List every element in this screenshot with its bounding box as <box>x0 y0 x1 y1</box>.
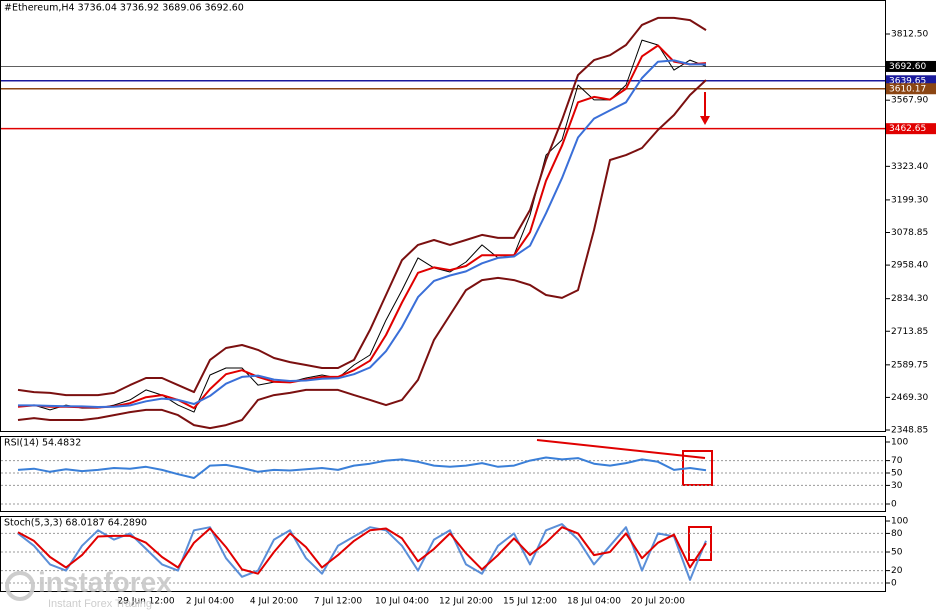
y-tick-label: 2348.85 <box>891 426 928 436</box>
chart-title: #Ethereum,H4 3736.04 3736.92 3689.06 369… <box>4 3 244 14</box>
x-tick-label: 20 Jul 20:00 <box>631 597 685 607</box>
level-label: 3639.65 <box>889 76 926 86</box>
x-tick-label: 18 Jul 04:00 <box>567 597 621 607</box>
y-tick-label: 2589.75 <box>891 360 928 370</box>
y-tick-label: 100 <box>891 438 908 448</box>
series-line <box>17 456 707 479</box>
logo <box>5 571 35 601</box>
y-tick-label: 3078.85 <box>891 228 928 238</box>
level-label: 3692.60 <box>889 62 926 72</box>
series-line <box>17 79 707 430</box>
y-tick-label: 100 <box>891 517 908 527</box>
level-tag <box>886 83 936 95</box>
series-line <box>17 16 707 397</box>
series-line <box>17 44 707 410</box>
y-tick-label: 2834.30 <box>891 294 928 304</box>
y-tick-label: 3812.50 <box>891 30 928 40</box>
y-tick-label: 80 <box>891 529 903 539</box>
y-tick-label: 2713.85 <box>891 327 928 337</box>
stoch-panel <box>0 516 886 592</box>
level-label: 3610.17 <box>889 84 926 94</box>
tagline: Instant Forex Trading <box>48 598 152 610</box>
rsi-panel <box>0 436 886 512</box>
watermark: instaforex Instant Forex Trading <box>5 566 172 610</box>
level-tag <box>886 60 936 72</box>
stoch-title: Stoch(5,3,3) 68.0187 64.2890 <box>4 518 147 529</box>
main-panel <box>0 0 886 432</box>
x-tick-label: 2 Jul 04:00 <box>186 597 235 607</box>
y-tick-label: 50 <box>891 469 903 479</box>
level-tag <box>886 123 936 135</box>
x-tick-label: 29 Jun 12:00 <box>117 597 174 607</box>
x-tick-label: 4 Jul 20:00 <box>250 597 299 607</box>
x-tick-label: 10 Jul 04:00 <box>375 597 429 607</box>
y-tick-label: 20 <box>891 566 903 576</box>
y-tick-label: 0 <box>891 500 897 510</box>
y-tick-label: 3567.90 <box>891 96 928 106</box>
highlight-box <box>688 526 712 561</box>
y-tick-label: 2469.30 <box>891 393 928 403</box>
x-tick-label: 15 Jul 12:00 <box>503 597 557 607</box>
arrow-head <box>700 116 710 125</box>
series-line <box>17 526 707 575</box>
y-tick-label: 30 <box>891 481 903 491</box>
x-tick-label: 7 Jul 12:00 <box>314 597 363 607</box>
y-tick-label: 3323.40 <box>891 162 928 172</box>
level-tag <box>886 75 936 87</box>
y-tick-label: 3199.30 <box>891 195 928 205</box>
x-tick-label: 12 Jul 20:00 <box>439 597 493 607</box>
level-label: 3462.65 <box>889 124 926 134</box>
rsi-title: RSI(14) 54.4832 <box>4 438 81 449</box>
trend-annotation <box>536 439 706 459</box>
y-tick-label: 50 <box>891 548 903 558</box>
series-line <box>18 59 706 408</box>
y-tick-label: 70 <box>891 456 903 466</box>
y-tick-label: 2958.40 <box>891 261 928 271</box>
brand: instaforex <box>38 566 172 597</box>
y-tick-label: 0 <box>891 579 897 589</box>
